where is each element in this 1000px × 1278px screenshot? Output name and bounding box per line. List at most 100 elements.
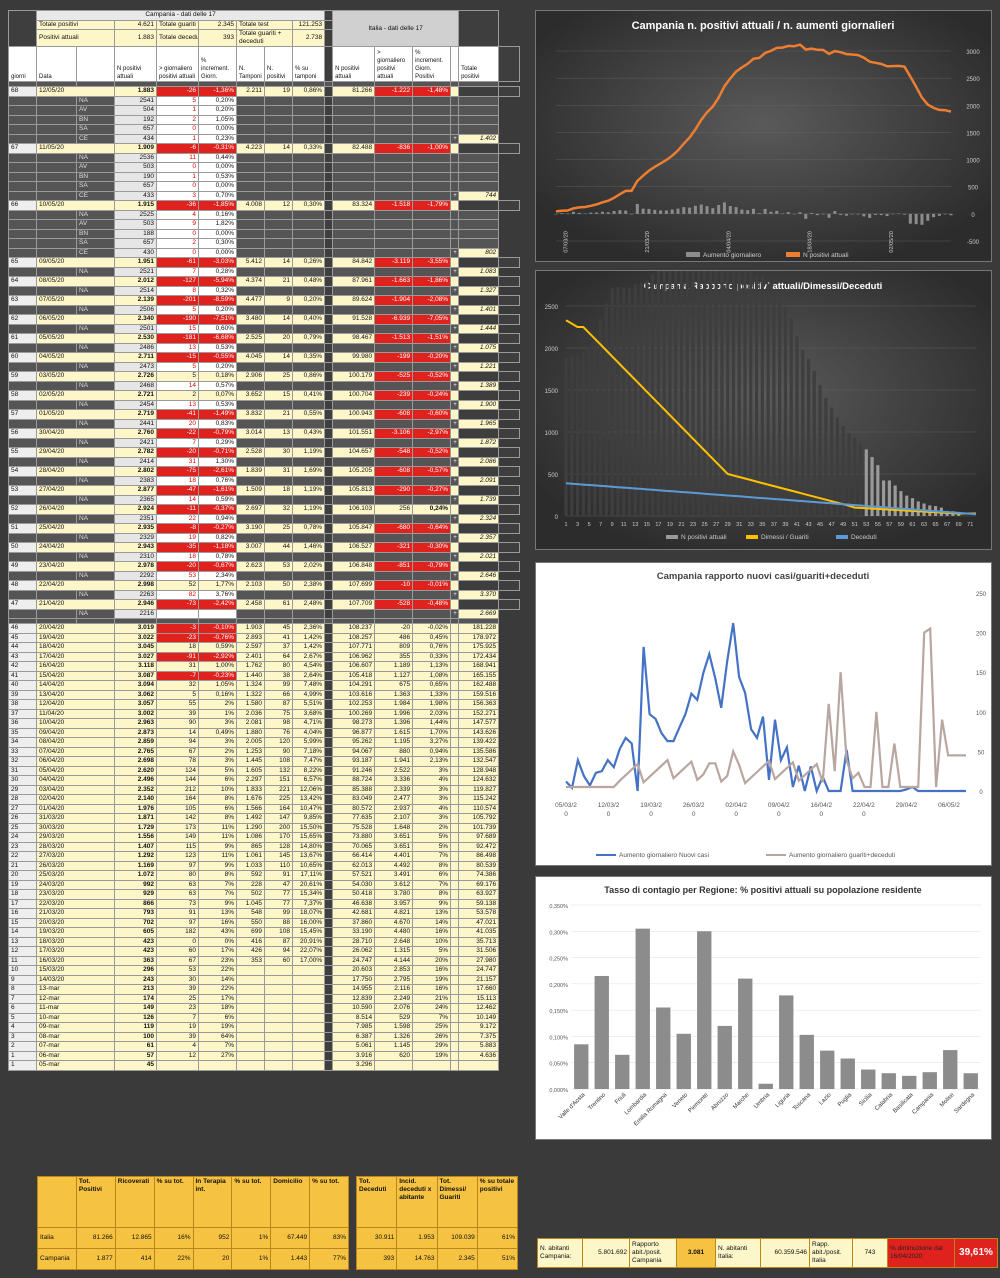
y-tick-label: 500: [548, 473, 559, 479]
table-cell: [458, 485, 500, 496]
pct-tamponi-cell: 2,64%: [291, 670, 326, 681]
tamponi-cell: 4.045: [236, 352, 265, 363]
x-tick-label: 43: [805, 522, 811, 528]
region-bar: [676, 1033, 691, 1089]
positivi-cell: 108: [264, 927, 293, 938]
table-cell: [498, 257, 520, 268]
date-cell: 09/05/20: [36, 257, 115, 268]
province-incremento: 2: [156, 114, 199, 125]
incremento-cell: 2: [156, 390, 199, 401]
italia-positivi-cell: 105.813: [332, 485, 376, 496]
date-cell: 11/05/20: [36, 143, 115, 154]
x-tick-label: Liguria: [775, 1092, 792, 1109]
province-incremento: 18: [156, 475, 199, 486]
table-cell: [324, 623, 334, 634]
table-cell: [450, 984, 460, 995]
pct-incremento-cell: 43%: [198, 927, 237, 938]
chart-positivi-attuali: Campania n. positivi attuali / n. aument…: [535, 10, 992, 262]
daily-increase-bar: [885, 213, 889, 217]
province-positivi: 2468: [114, 380, 157, 391]
table-cell: [291, 456, 326, 467]
table-cell: [264, 380, 293, 391]
pct-tamponi-cell: 0,48%: [291, 276, 326, 287]
pct-tamponi-cell: [291, 1060, 326, 1071]
italia-pct-cell: 1,70%: [412, 727, 452, 738]
province-pct: 1,05%: [198, 114, 237, 125]
italia-diff-cell: 2.021: [458, 551, 500, 562]
x-tick-label: 0: [649, 811, 653, 818]
table-cell: [458, 228, 500, 239]
legend-label: Aumento giornaliero: [703, 252, 762, 259]
italia-positivi-cell: 106.848: [332, 561, 376, 572]
day-number: 1: [8, 1050, 37, 1061]
table-cell: [264, 95, 293, 106]
daily-increase-bar: [589, 212, 593, 214]
table-cell: [236, 551, 265, 562]
pct-tamponi-cell: 13,67%: [291, 851, 326, 862]
italia-pct-cell: 0,33%: [412, 651, 452, 662]
table-cell: [291, 399, 326, 410]
incremento-cell: 182: [156, 927, 199, 938]
incremento-cell: -41: [156, 409, 199, 420]
province-incremento: 2: [156, 238, 199, 249]
table-cell: [450, 661, 460, 672]
day-number: 4: [8, 1022, 37, 1033]
table-cell: [291, 181, 326, 192]
italia-pct-cell: 3%: [412, 784, 452, 795]
table-cell: [324, 670, 334, 681]
italia-incremento-cell: 2.249: [374, 993, 414, 1004]
tamponi-cell: 353: [236, 955, 265, 966]
pct-incremento-cell: 9%: [198, 860, 237, 871]
province-positivi: 2263: [114, 589, 157, 600]
province-positivi: 430: [114, 247, 157, 258]
table-cell: [458, 428, 500, 439]
table-cell: [291, 551, 326, 562]
day-number: 58: [8, 390, 37, 401]
pct-incremento-cell: 1,77%: [198, 580, 237, 591]
italia-pct-cell: -2,97%: [412, 428, 452, 439]
y-tick-label: 2500: [545, 305, 559, 311]
x-tick-label: 31: [736, 522, 742, 528]
table-cell: [324, 794, 334, 805]
summary-campania-cell: 22%: [153, 1248, 194, 1270]
positivi-bar: [772, 289, 776, 516]
tamponi-cell: 1.762: [236, 661, 265, 672]
chart-nuovi-casi-guariti: Campania rapporto nuovi casi/guariti+dec…: [535, 562, 992, 866]
table-cell: [450, 794, 460, 805]
italia-incremento-cell: -199: [374, 352, 414, 363]
daily-increase-bar: [688, 207, 692, 214]
table-cell: [450, 580, 460, 591]
italia-incremento-cell: 3.780: [374, 889, 414, 900]
pct-tamponi-cell: [291, 1022, 326, 1033]
table-cell: [458, 200, 500, 211]
x-tick-label: 09/04/2: [768, 802, 790, 809]
positivi-cell: 99: [264, 908, 293, 919]
daily-increase-bar: [856, 213, 860, 215]
nuovi-casi-line: [565, 622, 966, 795]
province-incremento: 18: [156, 551, 199, 562]
italia-positivi-cell: 17.750: [332, 974, 376, 985]
table-cell: [324, 152, 334, 163]
x-tick-label: 9: [611, 522, 614, 528]
table-cell: [324, 689, 334, 700]
incremento-cell: -20: [156, 561, 199, 572]
positivi-bar: [708, 261, 712, 516]
italia-pct-cell: 19%: [412, 1050, 452, 1061]
pct-tamponi-cell: 12,06%: [291, 784, 326, 795]
x-tick-label: 22/04/2: [853, 802, 875, 809]
positivi-attuali-cell: 2.620: [114, 765, 157, 776]
table-cell: [498, 485, 520, 496]
summary-italia-cell: 16%: [153, 1227, 194, 1249]
italia-diff-cell: 1.900: [458, 399, 500, 410]
table-cell: [374, 95, 414, 106]
italia-pct-cell: -7,05%: [412, 314, 452, 325]
positivi-cell: 66: [264, 689, 293, 700]
province-incremento: 15: [156, 323, 199, 334]
table-cell: [36, 181, 77, 192]
summary-italia-cell: 30.911: [355, 1227, 398, 1249]
table-cell: [264, 162, 293, 173]
table-cell: [458, 114, 500, 125]
table-cell: +: [450, 551, 460, 562]
italia-positivi-cell: 6.387: [332, 1031, 376, 1042]
table-cell: [498, 409, 520, 420]
